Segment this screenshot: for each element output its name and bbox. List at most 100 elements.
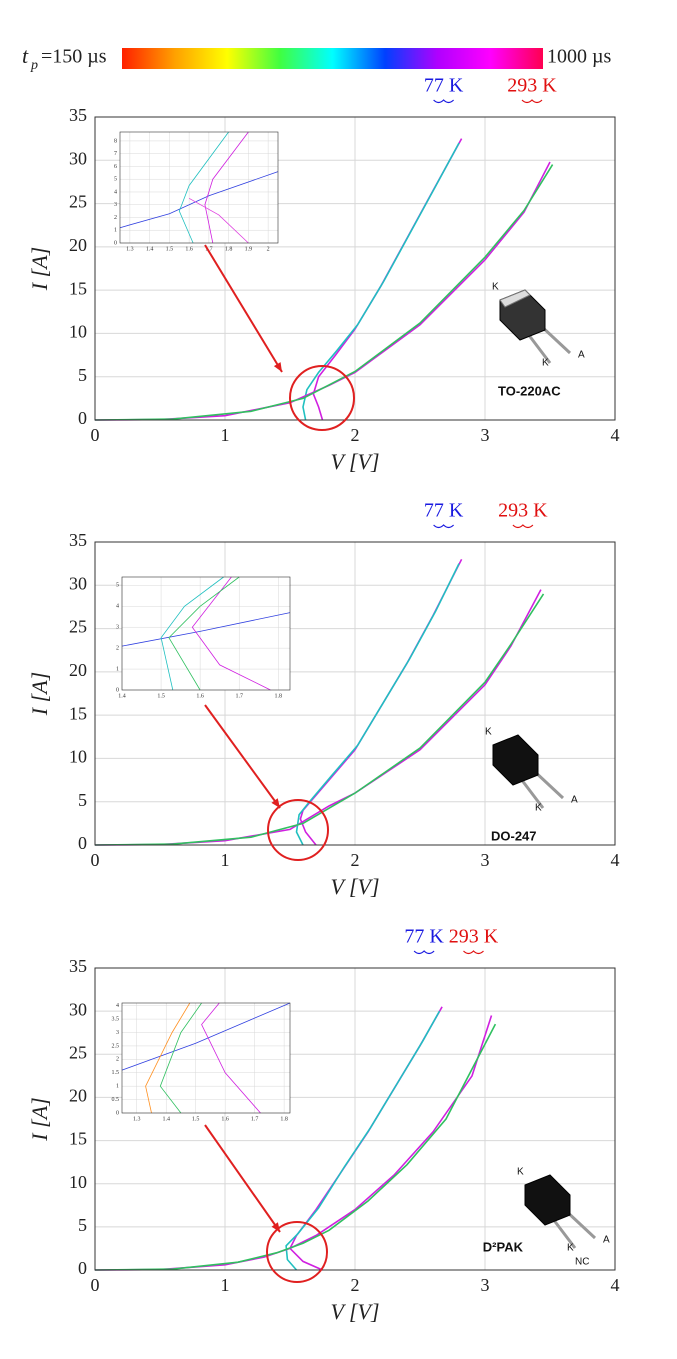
y-tick-label: 0: [78, 408, 87, 428]
data-line: [201, 1002, 261, 1114]
brace: [512, 524, 534, 529]
data-line: [94, 164, 554, 421]
x-tick-label: 1.9: [245, 246, 253, 252]
temperature-label: 77 K: [424, 75, 464, 97]
inset-background: [120, 132, 278, 243]
y-tick-label: 3.5: [112, 1016, 120, 1022]
y-axis-label: I [A]: [27, 247, 52, 291]
y-tick-label: 0.5: [112, 1097, 120, 1103]
arrow-head: [271, 798, 280, 808]
x-tick-label: 2: [351, 1275, 360, 1295]
inset-frame: [121, 1002, 291, 1114]
package-name: TO-220AC: [498, 383, 561, 398]
pin-label: A: [603, 1235, 610, 1246]
data-line: [121, 612, 291, 647]
y-tick-label: 10: [69, 322, 87, 342]
data-line: [121, 1002, 291, 1071]
x-tick-label: 0: [91, 1275, 100, 1295]
y-tick-label: 10: [69, 747, 87, 767]
x-tick-label: 0: [91, 425, 100, 445]
colorbar-symbol: t: [22, 43, 29, 68]
x-tick-label: 1.3: [133, 1116, 141, 1122]
y-tick-label: 30: [69, 148, 87, 168]
y-tick-label: 0: [78, 833, 87, 853]
brace: [463, 950, 484, 955]
x-tick-label: 1.7: [251, 1116, 259, 1122]
y-tick-label: 2: [116, 646, 119, 652]
data-line: [302, 142, 460, 421]
x-tick-label: 1.5: [192, 1116, 200, 1122]
y-tick-label: 35: [69, 956, 87, 976]
data-line: [145, 1002, 191, 1114]
y-tick-label: 35: [69, 105, 87, 125]
x-tick-label: 2: [351, 850, 360, 870]
pin-label: K: [517, 1167, 524, 1178]
x-tick-label: 4: [611, 425, 620, 445]
x-tick-label: 1.6: [185, 246, 193, 252]
y-tick-label: 7: [114, 151, 117, 157]
data-line: [159, 1002, 202, 1114]
data-line: [295, 563, 460, 846]
y-tick-label: 4: [116, 1003, 119, 1009]
y-tick-label: 0: [116, 1110, 119, 1116]
x-tick-label: 0: [91, 850, 100, 870]
data-line: [191, 576, 271, 691]
x-tick-label: 1.7: [235, 693, 243, 699]
x-tick-label: 1.4: [162, 1116, 170, 1122]
y-tick-label: 35: [69, 530, 87, 550]
temperature-label: 293 K: [507, 75, 557, 97]
data-line: [285, 1010, 441, 1271]
y-tick-label: 0: [116, 687, 119, 693]
y-tick-label: 1: [116, 1084, 119, 1090]
data-line: [160, 576, 224, 691]
y-tick-label: 2: [116, 1057, 119, 1063]
x-axis-label: V [V]: [330, 1299, 379, 1324]
colorbar-min-label: =150 µs: [41, 46, 107, 68]
pin-label: A: [578, 350, 585, 361]
x-axis-label: V [V]: [330, 449, 379, 474]
data-line: [119, 171, 279, 229]
y-tick-label: 5: [78, 790, 87, 810]
package-tab: [499, 289, 531, 308]
y-tick-label: 1: [116, 666, 119, 672]
x-tick-label: 1.5: [166, 246, 174, 252]
brace: [521, 99, 543, 104]
colorbar: [122, 48, 543, 69]
package-name: D²PAK: [483, 1239, 524, 1254]
pin-label: K: [567, 1243, 574, 1254]
data-line: [204, 131, 249, 244]
y-tick-label: 5: [78, 1215, 87, 1235]
x-tick-label: 1.4: [146, 246, 154, 252]
y-tick-label: 3: [116, 1030, 119, 1036]
arrow: [204, 1124, 281, 1233]
y-tick-label: 15: [69, 703, 87, 723]
y-tick-label: 4: [114, 189, 117, 195]
x-tick-label: 3: [481, 1275, 490, 1295]
y-axis-label: I [A]: [27, 1097, 52, 1141]
colorbar-subscript: p: [30, 58, 38, 73]
pin-label: K: [485, 727, 492, 738]
arrow: [204, 244, 283, 373]
pin-label: K: [492, 282, 499, 293]
data-line: [94, 1023, 497, 1271]
package-name: DO-247: [491, 828, 537, 843]
highlight-circle: [266, 1221, 328, 1283]
x-tick-label: 4: [611, 850, 620, 870]
y-tick-label: 5: [114, 177, 117, 183]
plot-frame: [94, 967, 616, 1271]
y-tick-label: 2: [114, 215, 117, 221]
y-tick-label: 3: [116, 625, 119, 631]
x-tick-label: 1.8: [275, 693, 283, 699]
package-body: [524, 1174, 571, 1226]
y-tick-label: 25: [69, 1042, 87, 1062]
temperature-label: 293 K: [449, 926, 499, 948]
brace: [413, 950, 435, 955]
x-tick-label: 1.7: [205, 246, 213, 252]
inset-background: [122, 1003, 290, 1113]
inset-frame: [119, 131, 279, 244]
y-tick-label: 2.5: [112, 1043, 120, 1049]
x-tick-label: 1.3: [126, 246, 134, 252]
arrow: [204, 704, 281, 809]
pin-label: K: [535, 803, 542, 814]
